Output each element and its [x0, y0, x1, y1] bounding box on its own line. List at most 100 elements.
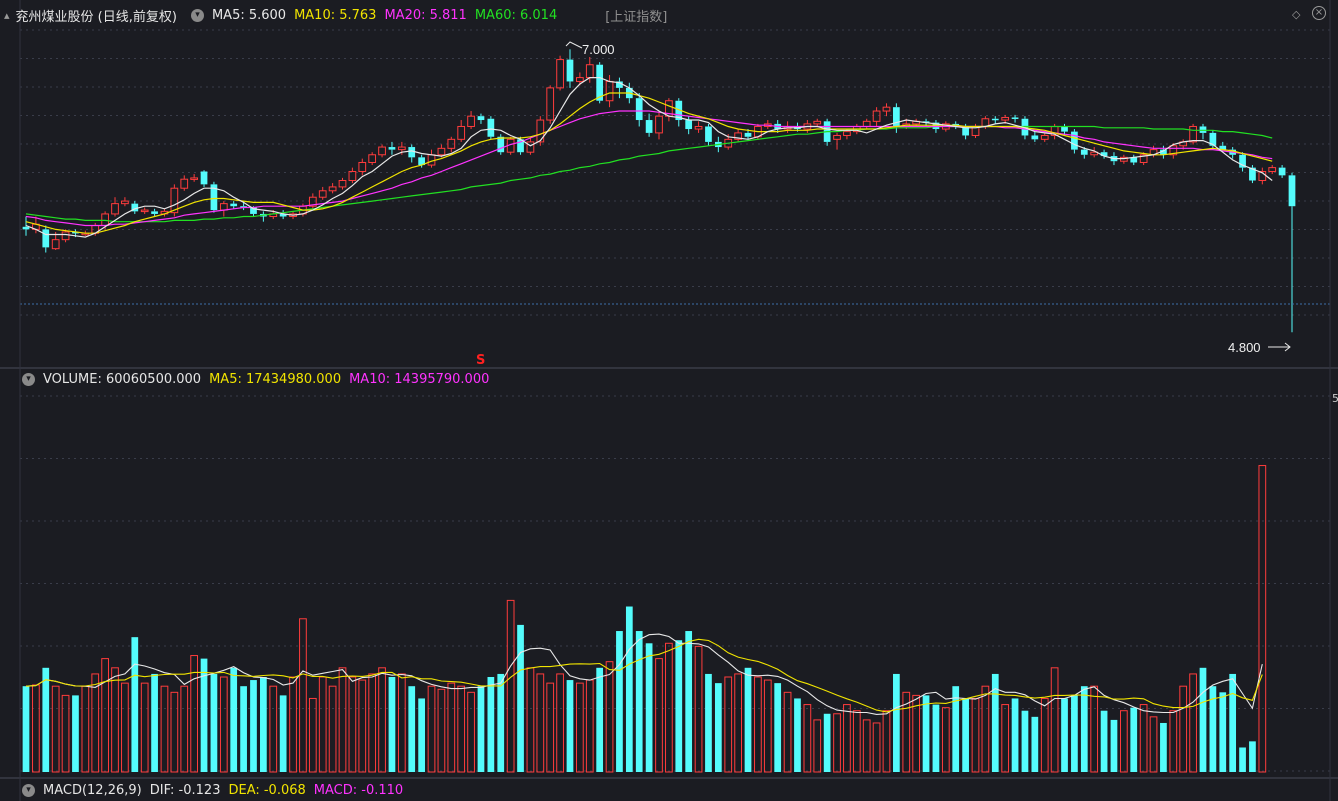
candle: [556, 55, 564, 91]
macd-dropdown-icon[interactable]: ▾: [22, 783, 35, 797]
volume-bar: [962, 698, 969, 772]
volume-bar: [1031, 716, 1039, 772]
candle: [42, 225, 50, 253]
volume-bar: [616, 631, 623, 772]
volume-bar: [517, 624, 524, 772]
volume-bar: [655, 658, 663, 773]
close-panel-icon[interactable]: ×: [1312, 6, 1326, 20]
volume-value: VOLUME: 60060500.000: [43, 371, 202, 387]
volume-bar: [289, 676, 297, 773]
candle: [427, 149, 436, 168]
candle: [991, 116, 999, 124]
volume-bar: [556, 673, 564, 773]
candle: [813, 118, 822, 127]
volume-bar: [1169, 710, 1178, 773]
volume-bar: [42, 667, 50, 772]
volume-dropdown-icon[interactable]: ▾: [22, 372, 35, 386]
volume-bar: [902, 691, 911, 773]
settings-dropdown-icon[interactable]: ▾: [190, 8, 204, 22]
candle: [616, 77, 623, 99]
volume-bar: [61, 694, 70, 773]
volume-bar: [328, 685, 337, 773]
candle: [1288, 172, 1296, 333]
volume-bar: [1189, 673, 1197, 773]
stock-title: 兖州煤业股份 (日线,前复权): [15, 9, 177, 25]
volume-bar: [447, 682, 456, 773]
candle: [1249, 165, 1256, 184]
candle: [457, 120, 466, 142]
volume-bar: [1239, 747, 1246, 772]
ma20-value: MA20: 5.811: [384, 7, 467, 23]
volume-bar: [388, 677, 396, 772]
volume-bar: [1130, 707, 1138, 772]
volume-bar: [348, 676, 357, 773]
volume-bar: [941, 707, 950, 773]
volume-bar: [378, 667, 386, 773]
volume-bar: [596, 667, 604, 772]
volume-bar: [1258, 465, 1267, 773]
volume-bar: [843, 704, 851, 773]
volume-bar: [250, 680, 257, 772]
candle: [566, 49, 574, 88]
volume-bar: [576, 682, 584, 773]
volume-bar: [783, 691, 792, 773]
volume-bar: [140, 682, 149, 773]
volume-bar: [477, 686, 485, 772]
candle: [170, 184, 179, 217]
volume-bar: [714, 683, 722, 772]
price-header: ▴ 兖州煤业股份 (日线,前复权) ▾ MA5: 5.600 MA10: 5.7…: [4, 4, 675, 26]
volume-bar: [625, 606, 633, 772]
candle: [1239, 152, 1246, 172]
volume-bar: [912, 694, 921, 773]
price-candles: [22, 49, 1296, 333]
candle: [111, 197, 119, 217]
volume-bar: [585, 679, 594, 773]
volume-bar: [219, 676, 228, 773]
volume-bar: [1209, 686, 1217, 772]
volume-bar: [1100, 710, 1108, 772]
high-price-annotation: 7.000: [565, 41, 615, 57]
candle: [1040, 132, 1049, 142]
grid-lines: [20, 29, 1330, 772]
volume-bar: [526, 667, 535, 773]
volume-bar: [1139, 704, 1148, 773]
ma10-value: MA10: 5.763: [294, 7, 377, 23]
volume-bar: [338, 667, 347, 773]
volume-bar: [1179, 685, 1188, 773]
candle: [526, 136, 535, 155]
volume-bar: [705, 673, 712, 772]
ma20-line: [25, 110, 1273, 227]
candle: [932, 120, 940, 133]
volume-bar: [685, 631, 693, 772]
volume-bar: [1249, 741, 1256, 772]
collapse-icon[interactable]: ▴: [4, 8, 10, 22]
volume-bar: [408, 686, 416, 772]
volume-bar: [991, 673, 999, 772]
volume-bar: [813, 719, 822, 773]
candle: [22, 216, 30, 236]
price-moving-averages: [25, 76, 1273, 238]
volume-bar: [833, 713, 841, 773]
volume-bar: [1199, 667, 1207, 772]
volume-bar: [131, 637, 139, 772]
volume-bar: [427, 685, 436, 773]
candle: [1278, 165, 1286, 178]
volume-bar: [675, 640, 683, 772]
candle: [180, 175, 189, 191]
volume-bar: [823, 713, 831, 772]
volume-bar: [1021, 710, 1029, 772]
index-overlay-button[interactable]: [上证指数]: [605, 9, 668, 25]
candle: [368, 152, 377, 166]
candle: [447, 136, 456, 153]
diamond-icon[interactable]: ◇: [1292, 8, 1301, 21]
volume-bar: [872, 722, 881, 773]
volume-bar: [437, 688, 446, 773]
volume-bar: [457, 685, 466, 773]
candle: [200, 170, 208, 187]
volume-bar: [279, 695, 287, 772]
volume-bar: [862, 719, 871, 773]
candle: [51, 231, 60, 250]
macd-macd-value: MACD: -0.110: [313, 782, 404, 798]
volume-bar: [101, 658, 109, 773]
volume-bar: [487, 677, 495, 772]
